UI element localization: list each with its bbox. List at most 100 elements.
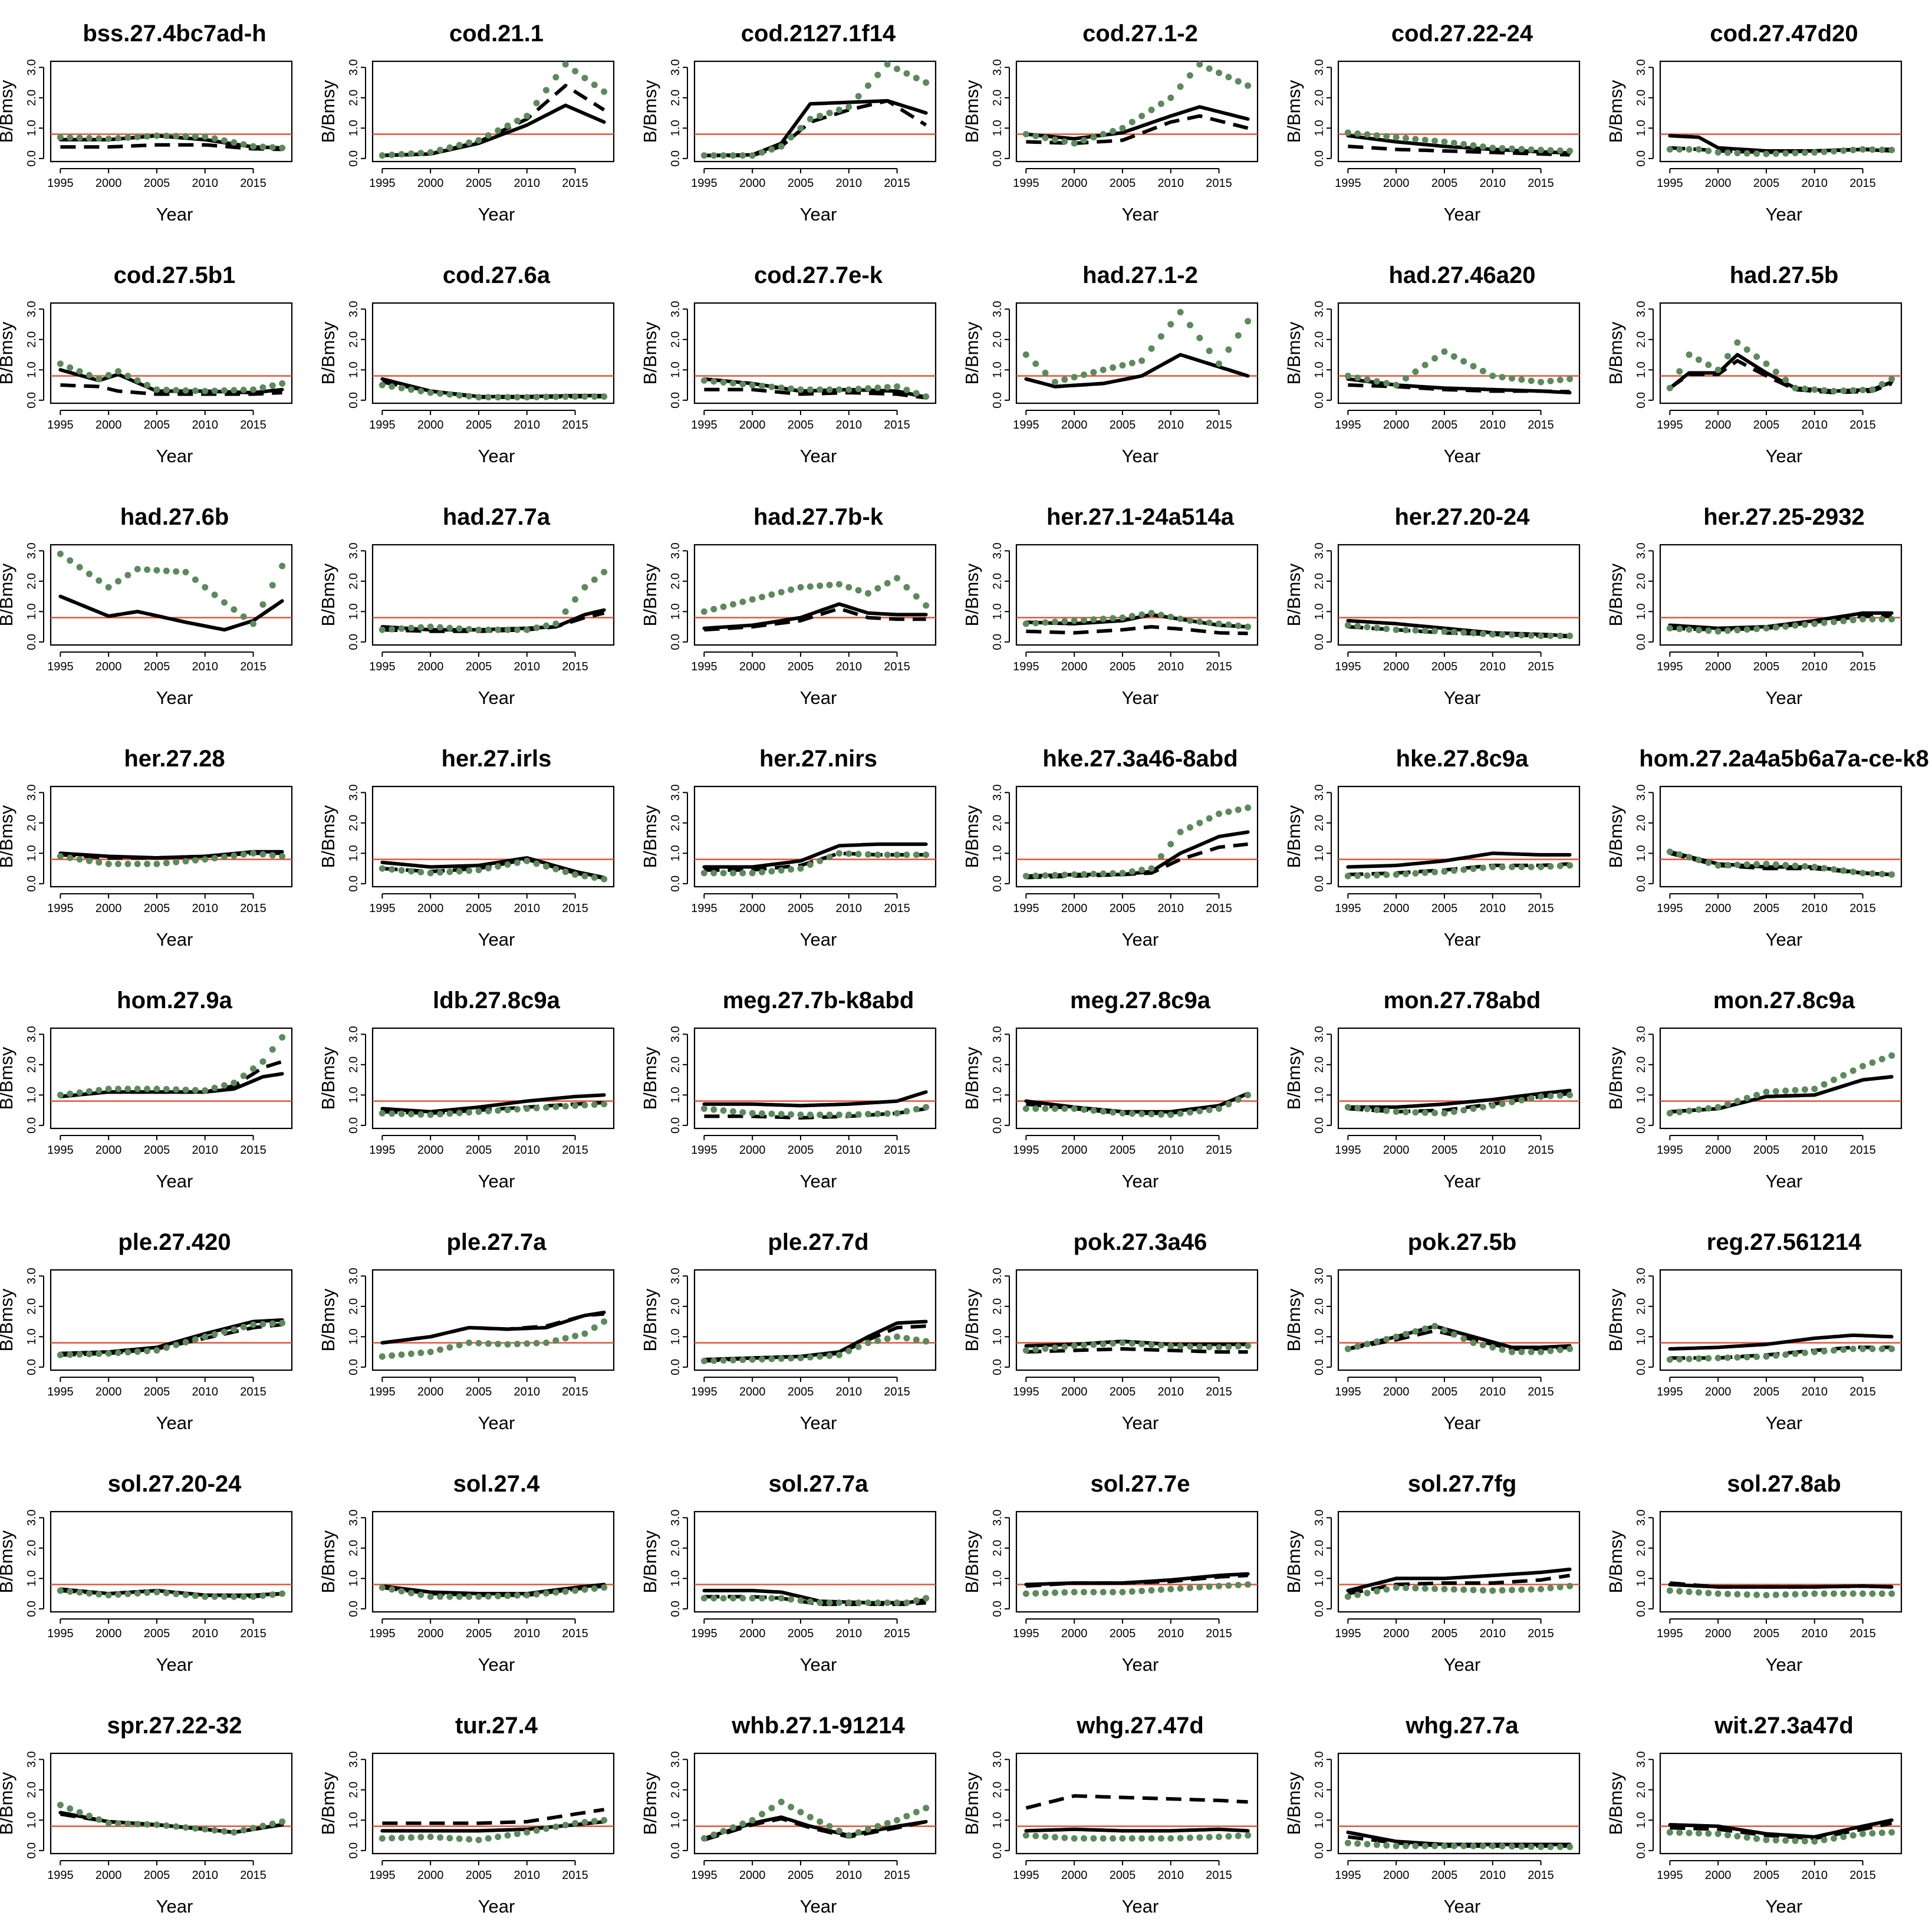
observed-point <box>202 856 209 863</box>
y-tick-label: 1.0 <box>1313 1812 1326 1828</box>
x-tick-label: 2000 <box>417 902 444 915</box>
observed-point <box>427 1834 434 1841</box>
observed-point <box>1061 871 1068 878</box>
observed-point <box>1528 377 1535 384</box>
dashed-series-line <box>1348 144 1570 157</box>
observed-point <box>1556 863 1564 870</box>
y-tick-label: 1.0 <box>1313 1570 1326 1587</box>
y-tick-label: 2.0 <box>1313 815 1326 831</box>
observed-point <box>778 1595 785 1602</box>
observed-point <box>1042 1589 1049 1597</box>
observed-point <box>788 1596 795 1603</box>
solid-series-line <box>1668 1818 1894 1839</box>
observed-point <box>572 1102 579 1109</box>
x-tick-label: 1995 <box>1657 1627 1683 1640</box>
observed-point <box>1714 1354 1722 1361</box>
observed-point <box>1022 1347 1029 1354</box>
y-tick-label: 2.0 <box>347 573 360 590</box>
x-tick-label: 2005 <box>1753 902 1780 915</box>
observed-point <box>1753 1353 1760 1360</box>
y-tick-label: 1.0 <box>669 1812 682 1828</box>
observed-point <box>1743 1591 1750 1598</box>
y-tick-label: 2.0 <box>347 331 360 348</box>
observed-point <box>153 1085 160 1092</box>
x-tick-label: 2015 <box>1206 177 1232 190</box>
x-tick-label: 2015 <box>240 660 266 673</box>
observed-point <box>1763 860 1770 867</box>
observed-point <box>720 870 727 877</box>
observed-point <box>1792 622 1799 629</box>
y-tick-label: 2.0 <box>669 1056 682 1073</box>
observed-point <box>115 1591 122 1598</box>
observed-point <box>398 867 405 874</box>
observed-point <box>1119 124 1126 131</box>
observed-point <box>182 858 189 865</box>
observed-point <box>1676 368 1683 375</box>
observed-point <box>562 1822 569 1829</box>
observed-point <box>446 1344 453 1351</box>
x-axis-label: Year <box>800 929 837 950</box>
observed-point <box>105 584 112 591</box>
observed-point <box>446 1835 453 1842</box>
observed-point <box>1479 1587 1486 1594</box>
y-tick-label: 2.0 <box>347 1782 360 1798</box>
x-tick-label: 2005 <box>1110 177 1136 190</box>
observed-point <box>220 137 228 144</box>
observed-point <box>1566 1582 1574 1589</box>
observed-point <box>601 568 608 575</box>
solid-series-line <box>1346 134 1572 155</box>
observed-point <box>1556 1092 1564 1099</box>
observed-point <box>1032 620 1039 627</box>
observed-point <box>1216 1344 1223 1351</box>
observed-point <box>495 1592 502 1599</box>
observed-point <box>923 79 930 86</box>
observed-point <box>1811 149 1818 156</box>
y-tick-label: 0.0 <box>25 634 38 650</box>
observed-point <box>475 137 482 144</box>
observed-point <box>1412 136 1419 143</box>
observed-point <box>1090 1107 1097 1114</box>
x-tick-label: 1995 <box>1013 177 1039 190</box>
observed-point <box>279 380 286 387</box>
observed-point <box>1705 361 1712 368</box>
observed-point <box>1403 1108 1410 1115</box>
x-tick-label: 1995 <box>47 1627 74 1640</box>
solid-series-line <box>58 368 284 394</box>
y-tick-label: 3.0 <box>1635 784 1648 801</box>
observed-point <box>913 390 920 397</box>
observed-point <box>768 591 775 598</box>
observed-point <box>475 1836 482 1844</box>
y-axis-label: B/Bmsy <box>318 563 338 626</box>
observed-point <box>1022 1590 1029 1597</box>
observed-point <box>1499 145 1506 152</box>
observed-point <box>1245 82 1252 89</box>
x-tick-label: 2005 <box>144 902 170 915</box>
x-tick-label: 2010 <box>836 419 863 432</box>
observed-point <box>855 386 862 393</box>
observed-point <box>1695 356 1702 363</box>
x-tick-label: 1995 <box>691 419 717 432</box>
y-tick-label: 2.0 <box>991 90 1004 106</box>
observed-point <box>1878 1055 1885 1062</box>
y-tick-label: 3.0 <box>347 1509 360 1526</box>
observed-point <box>163 567 170 574</box>
observed-point <box>1206 1107 1213 1114</box>
x-tick-label: 1995 <box>1335 902 1361 915</box>
observed-point <box>1206 1344 1213 1351</box>
y-tick-label: 2.0 <box>991 1298 1004 1315</box>
observed-point <box>1821 1081 1828 1088</box>
observed-point <box>572 1587 579 1594</box>
x-tick-label: 1995 <box>1657 1869 1683 1882</box>
observed-point <box>1157 1342 1164 1349</box>
observed-point <box>729 601 736 608</box>
observed-point <box>1811 1085 1818 1092</box>
solid-series-line <box>1668 1333 1894 1351</box>
observed-point <box>1547 1585 1554 1592</box>
x-tick-label: 1995 <box>1013 902 1039 915</box>
observed-point <box>1148 106 1155 113</box>
x-tick-label: 2010 <box>836 1385 863 1398</box>
observed-point <box>1830 1347 1837 1354</box>
observed-point <box>1547 377 1554 384</box>
observed-point <box>1763 360 1770 367</box>
